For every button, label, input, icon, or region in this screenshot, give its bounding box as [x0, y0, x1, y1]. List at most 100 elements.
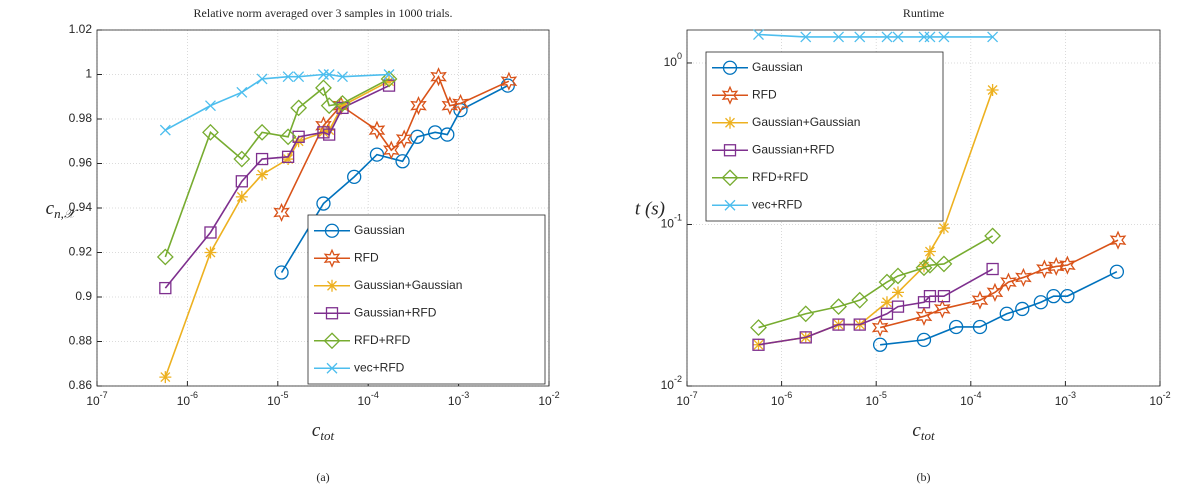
- x-tick-label: 10-7: [676, 390, 697, 408]
- marker: [948, 319, 964, 335]
- marker: [984, 227, 1002, 245]
- y-tick-label: 0.92: [69, 245, 93, 259]
- marker: [334, 95, 351, 112]
- series: [871, 230, 1127, 338]
- series: [750, 227, 1002, 336]
- marker: [1109, 264, 1125, 279]
- marker: [892, 286, 904, 299]
- marker: [923, 245, 936, 258]
- axes-box: [686, 29, 1161, 387]
- marker: [935, 255, 953, 273]
- marker: [750, 319, 767, 336]
- marker: [937, 222, 950, 235]
- legend-marker: [723, 144, 737, 157]
- y-tick-label: 0.86: [69, 378, 93, 392]
- marker: [1047, 256, 1065, 277]
- chart-title: Runtime: [903, 6, 944, 20]
- y-tick-label: 10-2: [661, 374, 682, 392]
- marker: [832, 318, 845, 331]
- x-tick-label: 10-5: [866, 390, 887, 408]
- legend-marker: [721, 85, 739, 105]
- legend-marker: [323, 332, 341, 350]
- marker: [1059, 255, 1076, 275]
- y-tick-label: 0.98: [69, 111, 93, 125]
- marker: [916, 332, 932, 348]
- marker: [1000, 272, 1017, 292]
- marker: [441, 96, 459, 116]
- marker: [799, 331, 812, 344]
- marker: [337, 71, 348, 83]
- marker: [881, 31, 893, 43]
- marker: [383, 75, 396, 88]
- legend-label: vec+RFD: [354, 360, 405, 374]
- marker: [274, 265, 289, 280]
- marker: [924, 31, 936, 43]
- marker: [256, 168, 269, 181]
- marker: [290, 99, 308, 117]
- legend-label: Gaussian+Gaussian: [752, 115, 860, 129]
- marker: [315, 79, 332, 97]
- x-axis-label: ctot: [912, 420, 935, 443]
- marker: [986, 282, 1004, 302]
- marker: [318, 69, 329, 80]
- marker: [256, 73, 268, 85]
- marker: [1109, 230, 1127, 250]
- caption: (a): [316, 470, 329, 484]
- marker: [279, 128, 297, 146]
- marker: [347, 169, 362, 185]
- marker: [986, 262, 999, 276]
- marker: [752, 338, 765, 351]
- x-tick-label: 10-2: [538, 390, 559, 408]
- marker: [293, 71, 305, 83]
- line: [164, 80, 390, 378]
- legend-label: RFD+RFD: [354, 333, 411, 347]
- marker: [336, 101, 349, 115]
- x-tick-label: 10-6: [771, 390, 792, 408]
- line: [280, 75, 510, 213]
- marker: [880, 307, 894, 320]
- marker: [1046, 288, 1061, 304]
- marker: [915, 259, 933, 277]
- marker: [383, 69, 395, 80]
- marker: [253, 123, 271, 141]
- marker: [753, 29, 764, 40]
- marker: [1015, 267, 1032, 288]
- x-tick-label: 10-4: [960, 390, 981, 408]
- marker: [933, 299, 951, 319]
- y-tick-label: 1.02: [69, 22, 93, 36]
- y-tick-label: 0.88: [69, 334, 93, 348]
- marker: [316, 196, 331, 211]
- marker: [395, 154, 410, 169]
- marker: [1060, 288, 1075, 304]
- marker: [891, 300, 905, 313]
- marker: [410, 129, 425, 144]
- marker: [281, 150, 295, 163]
- marker: [999, 306, 1014, 321]
- legend-marker: [324, 223, 340, 238]
- marker: [410, 96, 427, 116]
- marker: [205, 100, 216, 112]
- legend-box: [307, 214, 546, 385]
- y-tick-label: 1: [85, 67, 92, 81]
- marker: [382, 79, 396, 92]
- x-tick-label: 10-3: [1055, 390, 1076, 408]
- marker: [336, 99, 349, 112]
- legend-marker: [325, 307, 339, 320]
- marker: [853, 318, 866, 331]
- line: [280, 84, 509, 273]
- legend: Gaussian RFD Gaussian+Gaussian Gaussian+RFD…: [705, 51, 944, 222]
- legend-label: Gaussian+Gaussian: [354, 278, 462, 292]
- marker: [878, 273, 896, 291]
- legend-label: Gaussian+RFD: [354, 305, 437, 319]
- y-tick-label: 0.96: [69, 156, 93, 170]
- marker: [854, 31, 866, 43]
- legend-label: RFD+RFD: [752, 170, 809, 184]
- x-axis-label: ctot: [312, 420, 335, 443]
- marker: [204, 246, 217, 259]
- marker: [323, 69, 335, 80]
- legend-label: RFD: [354, 250, 379, 264]
- marker: [204, 226, 217, 239]
- legend-marker: [326, 362, 338, 374]
- y-tick-label: 0.9: [75, 289, 92, 303]
- y-axis-label: t (s): [635, 198, 665, 219]
